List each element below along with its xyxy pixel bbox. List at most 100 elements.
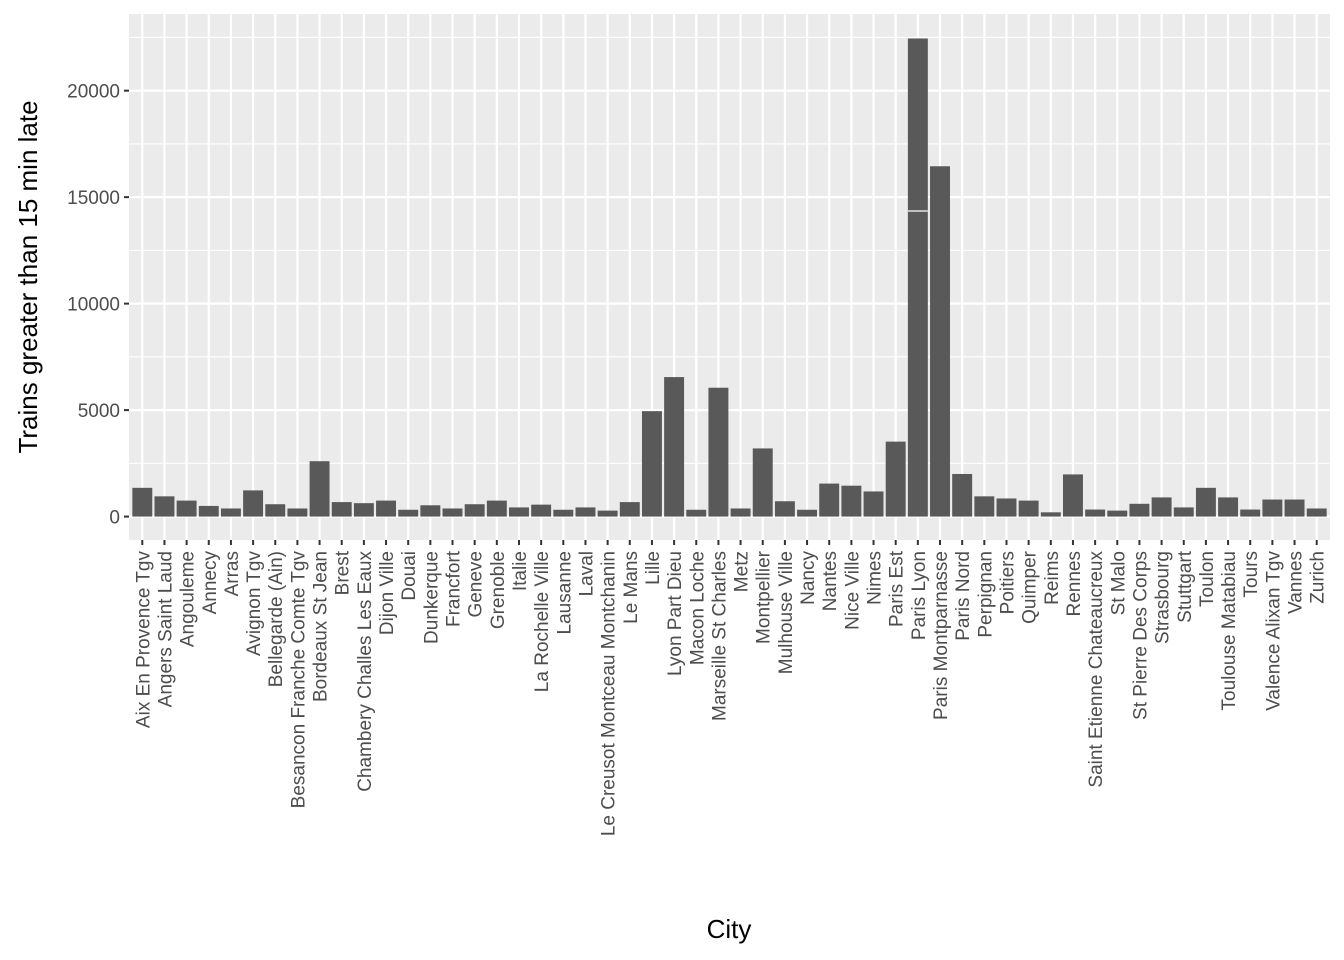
x-tick-label: Bellegarde (Ain) <box>266 551 287 687</box>
x-tick-label: Paris Est <box>887 550 908 627</box>
x-tick-label: Reims <box>1042 551 1063 605</box>
bar <box>1195 487 1216 517</box>
bar <box>1129 503 1150 517</box>
x-tick-label: Geneve <box>466 551 487 618</box>
bar <box>486 500 507 517</box>
x-tick-label: Annecy <box>200 551 221 615</box>
bar <box>819 483 840 517</box>
bar <box>1085 509 1106 517</box>
x-tick-label: Nice Ville <box>842 551 863 630</box>
x-tick-label: Grenoble <box>488 551 509 629</box>
bar <box>885 441 906 517</box>
x-tick-label: Avignon Tgv <box>244 551 265 656</box>
x-tick-label: Angers Saint Laud <box>155 551 176 707</box>
x-tick-label: Rennes <box>1064 551 1085 617</box>
x-tick-label: Nantes <box>820 551 841 611</box>
x-tick-label: Lausanne <box>554 551 575 634</box>
bar <box>619 502 640 517</box>
x-tick-label: Saint Etienne Chateaucreux <box>1086 551 1107 788</box>
bar <box>774 501 795 517</box>
x-tick-label: Strasbourg <box>1153 551 1174 644</box>
bar <box>575 507 596 517</box>
bar <box>907 38 928 517</box>
x-tick-label: Metz <box>732 551 753 592</box>
bar <box>641 411 662 517</box>
bar <box>797 509 818 517</box>
y-tick-label: 20000 <box>67 82 120 103</box>
bar <box>420 505 441 517</box>
x-tick-label: Bordeaux St Jean <box>311 551 332 702</box>
bar <box>952 473 973 517</box>
bar <box>1173 507 1194 517</box>
x-tick-label: Nimes <box>865 551 886 605</box>
x-tick-label: Douai <box>399 551 420 601</box>
y-tick-label: 0 <box>109 508 120 529</box>
x-tick-label: Zurich <box>1308 551 1329 604</box>
bar <box>509 507 529 517</box>
bar <box>553 509 574 517</box>
bar <box>442 508 463 517</box>
x-tick-label: Valence Alixan Tgv <box>1263 551 1284 711</box>
bar <box>1306 508 1327 517</box>
x-tick-label: Angouleme <box>178 551 199 647</box>
x-tick-label: Marseille St Charles <box>709 551 730 721</box>
bar <box>1240 509 1261 517</box>
bar <box>996 498 1017 517</box>
x-tick-label: Francfort <box>444 550 465 627</box>
bar <box>752 448 773 517</box>
x-tick-label: St Pierre Des Corps <box>1130 551 1151 720</box>
y-tick-label: 10000 <box>67 295 120 316</box>
bar <box>1284 499 1305 517</box>
x-tick-label: Paris Nord <box>953 551 974 641</box>
bar <box>930 166 950 517</box>
x-tick-label: Vannes <box>1286 551 1307 614</box>
bar <box>863 491 884 517</box>
x-tick-label: Nancy <box>798 551 819 605</box>
bar <box>154 496 175 517</box>
x-tick-label: Italie <box>510 551 531 591</box>
bar <box>1018 500 1039 517</box>
x-tick-label: Besancon Franche Comte Tgv <box>288 551 309 809</box>
bar <box>220 508 241 517</box>
bar <box>841 485 862 517</box>
y-axis-ticks: 0 5000 10000 15000 20000 <box>67 82 129 529</box>
bar <box>597 510 618 517</box>
x-axis-ticks: Aix En Provence Tgv Angers Saint Laud Ango… <box>133 540 1329 836</box>
bar <box>708 387 729 517</box>
bars <box>132 38 1327 517</box>
x-tick-label: Dijon Ville <box>377 551 398 635</box>
x-axis-title: City <box>707 914 752 944</box>
x-tick-label: Lille <box>643 551 664 585</box>
bar <box>974 496 995 517</box>
bar <box>1151 497 1172 517</box>
x-tick-label: La Rochelle Ville <box>532 551 553 692</box>
y-tick-label: 5000 <box>78 401 120 422</box>
bar <box>132 487 153 517</box>
bar <box>531 504 552 517</box>
x-tick-label: Dunkerque <box>421 551 442 644</box>
x-tick-label: Le Creusot Montceau Montchanin <box>599 551 620 836</box>
x-tick-label: Perpignan <box>975 551 996 638</box>
bar <box>287 508 308 517</box>
x-tick-label: Quimper <box>1020 550 1041 624</box>
bar <box>1262 499 1283 517</box>
bar <box>265 504 286 517</box>
bar <box>1062 474 1083 517</box>
bar <box>730 508 751 517</box>
plot-panel <box>129 14 1330 540</box>
x-tick-label: Le Mans <box>621 551 642 624</box>
x-tick-label: Arras <box>222 551 243 596</box>
x-tick-label: Paris Montparnasse <box>931 551 952 720</box>
bar <box>198 505 219 517</box>
bar <box>176 500 197 517</box>
bar <box>353 503 374 517</box>
bar <box>243 490 264 517</box>
x-tick-label: Chambery Challes Les Eaux <box>355 551 376 792</box>
x-tick-label: Stuttgart <box>1175 550 1196 623</box>
bar <box>686 509 707 517</box>
y-tick-label: 15000 <box>67 188 120 209</box>
x-tick-label: Toulouse Matabiau <box>1219 551 1240 711</box>
x-tick-label: Aix En Provence Tgv <box>133 551 154 729</box>
x-tick-label: Paris Lyon <box>909 551 930 640</box>
